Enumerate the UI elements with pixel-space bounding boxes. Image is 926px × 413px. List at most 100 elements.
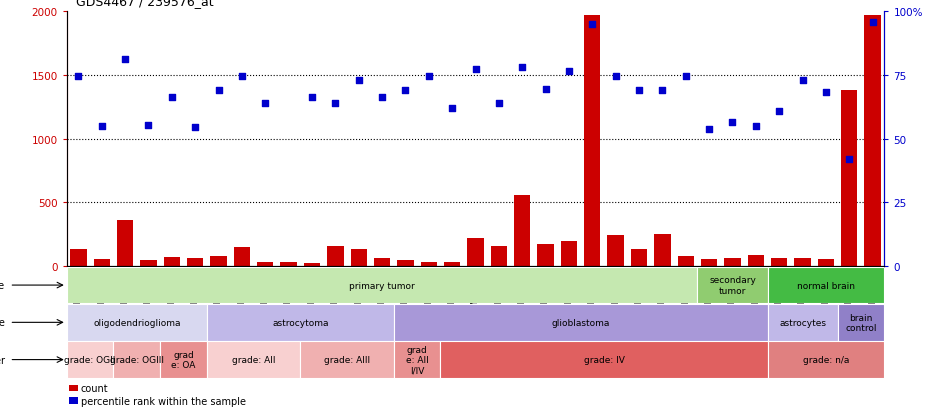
Bar	[187, 259, 204, 266]
Point	[679, 74, 694, 81]
Text: grade: OGII: grade: OGII	[64, 355, 116, 364]
Point	[398, 88, 413, 95]
Bar	[67, 267, 697, 304]
Bar	[210, 256, 227, 266]
Bar	[768, 342, 884, 378]
Bar	[67, 342, 113, 378]
Point	[771, 108, 786, 115]
Bar	[701, 259, 718, 266]
Point	[632, 88, 646, 95]
Point	[702, 126, 717, 133]
Bar	[444, 263, 460, 266]
Bar	[67, 304, 206, 341]
Text: grad
e: OA: grad e: OA	[171, 350, 195, 369]
Text: secondary
tumor: secondary tumor	[709, 276, 756, 295]
Point	[305, 94, 319, 101]
Point	[725, 120, 740, 126]
Bar	[281, 263, 297, 266]
Point	[188, 125, 203, 131]
Point	[608, 74, 623, 81]
Bar	[94, 259, 110, 266]
Text: astrocytoma: astrocytoma	[272, 318, 329, 327]
Point	[71, 74, 86, 81]
Text: percentile rank within the sample: percentile rank within the sample	[81, 396, 245, 406]
Bar	[140, 260, 156, 266]
Bar	[233, 247, 250, 266]
Point	[468, 66, 483, 73]
Bar	[697, 267, 768, 304]
Bar	[561, 241, 577, 266]
Bar	[537, 244, 554, 266]
Text: grade: n/a: grade: n/a	[803, 355, 849, 364]
Point	[234, 74, 249, 81]
Point	[328, 100, 343, 107]
Point	[842, 157, 857, 163]
Bar	[724, 259, 741, 266]
Point	[538, 87, 553, 93]
Bar	[304, 263, 320, 266]
Point	[421, 74, 436, 81]
Bar	[771, 259, 787, 266]
Bar	[394, 342, 441, 378]
Text: grad
e: AII
I/IV: grad e: AII I/IV	[406, 345, 429, 375]
Point	[561, 69, 576, 76]
Bar	[70, 250, 86, 266]
Text: glioblastoma: glioblastoma	[552, 318, 610, 327]
Point	[118, 56, 132, 63]
Bar	[768, 304, 838, 341]
Bar	[795, 258, 811, 266]
Point	[515, 65, 530, 71]
Bar	[397, 261, 414, 266]
Bar	[164, 257, 180, 266]
Point	[492, 100, 507, 107]
Bar	[768, 267, 884, 304]
Bar	[841, 91, 857, 266]
Bar	[327, 246, 344, 266]
Bar	[394, 304, 768, 341]
Point	[655, 88, 669, 95]
Text: cell type: cell type	[0, 318, 6, 328]
Text: grade: AIII: grade: AIII	[324, 355, 370, 364]
Bar	[300, 342, 394, 378]
Point	[141, 122, 156, 129]
Text: GDS4467 / 239576_at: GDS4467 / 239576_at	[76, 0, 214, 8]
Text: grade: IV: grade: IV	[583, 355, 624, 364]
Bar	[747, 256, 764, 266]
Text: grade: AII: grade: AII	[232, 355, 275, 364]
Text: brain
control: brain control	[845, 313, 877, 332]
Bar	[117, 221, 133, 266]
Bar	[631, 250, 647, 266]
Point	[819, 89, 833, 96]
Bar	[351, 250, 367, 266]
Point	[94, 123, 109, 130]
Bar	[865, 16, 881, 266]
Bar	[374, 258, 390, 266]
Point	[444, 106, 459, 112]
Bar	[654, 235, 670, 266]
Bar	[838, 304, 884, 341]
Bar	[420, 262, 437, 266]
Text: primary tumor: primary tumor	[349, 281, 415, 290]
Bar	[206, 304, 394, 341]
Bar	[113, 342, 160, 378]
Bar	[160, 342, 206, 378]
Bar	[468, 238, 483, 266]
Bar	[514, 195, 531, 266]
Bar	[491, 247, 507, 266]
Bar	[441, 342, 768, 378]
Text: normal brain: normal brain	[797, 281, 855, 290]
Point	[375, 94, 390, 101]
Text: count: count	[81, 383, 108, 393]
Point	[257, 100, 272, 107]
Bar	[584, 16, 600, 266]
Point	[795, 78, 810, 84]
Point	[351, 78, 366, 84]
Bar	[818, 259, 834, 266]
Point	[865, 19, 880, 26]
Text: tissue: tissue	[0, 280, 6, 290]
Point	[748, 123, 763, 130]
Text: oligodendrioglioma: oligodendrioglioma	[93, 318, 181, 327]
Bar	[678, 256, 694, 266]
Point	[211, 88, 226, 95]
Bar	[206, 342, 300, 378]
